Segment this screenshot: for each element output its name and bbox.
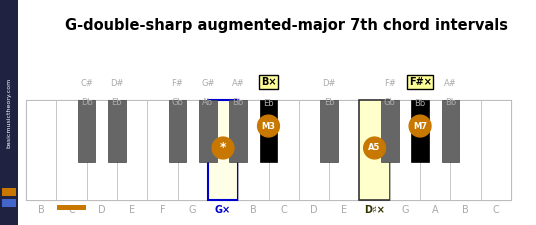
Text: A: A <box>432 205 438 215</box>
Text: Db: Db <box>81 98 93 107</box>
Bar <box>269 100 299 200</box>
Text: C#: C# <box>80 79 93 88</box>
Text: D#: D# <box>110 79 124 88</box>
Text: D♯×: D♯× <box>364 205 385 215</box>
Text: Bb: Bb <box>233 98 244 107</box>
Bar <box>199 100 217 162</box>
Text: Eb: Eb <box>324 98 334 107</box>
Bar <box>381 100 399 162</box>
Text: Eb: Eb <box>263 99 274 108</box>
Text: D#: D# <box>322 79 336 88</box>
Text: A5: A5 <box>368 144 381 153</box>
Bar <box>108 100 126 162</box>
Bar <box>411 100 429 162</box>
Text: G: G <box>401 205 408 215</box>
Bar <box>208 100 238 200</box>
Text: G-double-sharp augmented-major 7th chord intervals: G-double-sharp augmented-major 7th chord… <box>65 18 508 33</box>
Text: D: D <box>98 205 106 215</box>
Bar <box>87 100 117 200</box>
Bar <box>26 100 56 200</box>
Text: Gb: Gb <box>384 98 396 107</box>
Text: B×: B× <box>260 77 276 87</box>
Text: M3: M3 <box>262 122 276 130</box>
Text: F#: F# <box>384 79 396 88</box>
Text: F#: F# <box>172 79 183 88</box>
Text: C: C <box>68 205 75 215</box>
Text: M7: M7 <box>413 122 427 130</box>
Bar <box>2 199 16 207</box>
Text: E: E <box>341 205 347 215</box>
Bar <box>169 100 187 162</box>
Bar <box>420 100 450 200</box>
Bar <box>26 100 511 200</box>
Bar <box>147 100 177 200</box>
Bar <box>481 100 511 200</box>
Text: Bb: Bb <box>414 99 426 108</box>
Circle shape <box>258 115 279 137</box>
Text: Gb: Gb <box>172 98 183 107</box>
Text: F#×: F#× <box>408 77 431 87</box>
Bar <box>57 205 86 210</box>
Text: B: B <box>250 205 257 215</box>
Text: E: E <box>129 205 135 215</box>
Bar <box>0 0 18 225</box>
Circle shape <box>212 137 234 159</box>
Bar <box>78 100 95 162</box>
Text: A#: A# <box>232 79 244 88</box>
Text: F: F <box>160 205 165 215</box>
Bar <box>2 188 16 196</box>
Bar <box>360 100 390 200</box>
Text: Bb: Bb <box>445 98 456 107</box>
Text: G#: G# <box>201 79 214 88</box>
Bar <box>299 100 329 200</box>
Text: C: C <box>280 205 287 215</box>
Bar <box>450 100 481 200</box>
Text: Ab: Ab <box>202 98 213 107</box>
Text: Eb: Eb <box>111 98 122 107</box>
Bar <box>177 100 208 200</box>
Circle shape <box>409 115 431 137</box>
Bar <box>442 100 459 162</box>
Bar <box>260 100 277 162</box>
Text: A#: A# <box>444 79 457 88</box>
Bar <box>229 100 247 162</box>
Bar <box>329 100 360 200</box>
Text: C: C <box>493 205 499 215</box>
Bar <box>238 100 269 200</box>
Text: B: B <box>462 205 469 215</box>
Text: G: G <box>189 205 197 215</box>
Bar <box>390 100 420 200</box>
Bar <box>321 100 338 162</box>
Text: basicmusictheory.com: basicmusictheory.com <box>6 77 11 148</box>
Text: G×: G× <box>215 205 231 215</box>
Text: D: D <box>310 205 318 215</box>
Text: *: * <box>220 142 226 155</box>
Circle shape <box>364 137 385 159</box>
Bar <box>117 100 147 200</box>
Text: B: B <box>38 205 44 215</box>
Bar <box>56 100 87 200</box>
